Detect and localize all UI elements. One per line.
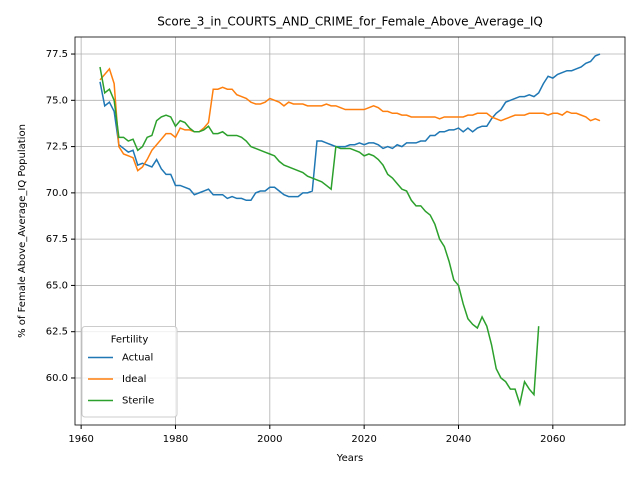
y-tick-label: 60.0 xyxy=(46,373,68,384)
x-tick-label: 2020 xyxy=(351,434,376,445)
data-line xyxy=(99,67,601,172)
chart-title: Score_3_in_COURTS_AND_CRIME_for_Female_A… xyxy=(157,15,543,29)
x-tick-label: 1960 xyxy=(68,434,93,445)
x-tick-label: 2000 xyxy=(257,434,282,445)
x-tick-label: 1980 xyxy=(163,434,188,445)
y-axis-label: % of Female Above_Average_IQ Population xyxy=(17,124,28,338)
x-tick-label: 2060 xyxy=(540,434,565,445)
legend-label: Ideal xyxy=(122,374,146,385)
plot-frame xyxy=(74,36,626,426)
y-tick-label: 75.0 xyxy=(46,95,68,106)
x-axis-label: Years xyxy=(336,453,363,464)
legend-label: Sterile xyxy=(122,396,154,407)
data-line xyxy=(99,53,601,202)
legend-box xyxy=(81,326,178,418)
x-tick-label: 2040 xyxy=(446,434,471,445)
y-tick-label: 67.5 xyxy=(46,234,68,245)
legend: Fertility Actual Ideal Sterile xyxy=(81,326,178,418)
y-tick-label: 65.0 xyxy=(46,280,68,291)
y-tick-label: 72.5 xyxy=(46,142,68,153)
legend-label: Actual xyxy=(122,353,153,364)
legend-title: Fertility xyxy=(111,335,149,346)
y-tick-label: 70.0 xyxy=(46,188,68,199)
y-tick-label: 62.5 xyxy=(46,327,68,338)
y-tick-label: 77.5 xyxy=(46,49,68,60)
data-line xyxy=(99,66,540,407)
